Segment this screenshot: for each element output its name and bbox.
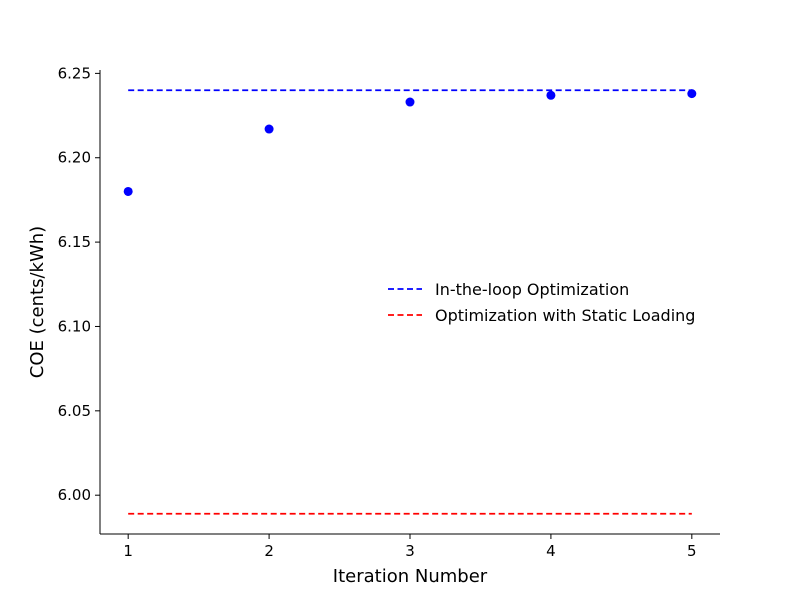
y-tick-label: 6.20 — [58, 149, 91, 167]
x-tick-label: 5 — [687, 542, 697, 560]
data-point-5 — [687, 89, 697, 99]
y-tick-label: 6.15 — [58, 233, 91, 251]
y-tick-label: 6.05 — [58, 402, 91, 420]
x-tick-label: 2 — [264, 542, 274, 560]
data-point-2 — [264, 124, 274, 134]
y-axis-title: COE (cents/kWh) — [27, 226, 48, 378]
y-tick-label: 6.00 — [58, 486, 91, 504]
legend: In-the-loop Optimization Optimization wit… — [388, 280, 695, 325]
y-tick-label: 6.10 — [58, 317, 91, 335]
x-tick-label: 3 — [405, 542, 415, 560]
data-point-3 — [405, 97, 415, 107]
y-ticks: 6.00 6.05 6.10 6.15 6.20 6.25 — [58, 64, 100, 504]
x-ticks: 1 2 3 4 5 — [123, 534, 697, 560]
legend-label-2: Optimization with Static Loading — [435, 306, 695, 325]
data-point-4 — [546, 90, 556, 100]
y-tick-label: 6.25 — [58, 64, 91, 82]
x-axis-title: Iteration Number — [333, 566, 488, 587]
x-tick-label: 4 — [546, 542, 556, 560]
axes — [99, 70, 720, 535]
legend-label-1: In-the-loop Optimization — [435, 280, 629, 299]
x-tick-label: 1 — [123, 542, 133, 560]
plot-area — [123, 89, 697, 515]
data-point-1 — [123, 186, 133, 196]
